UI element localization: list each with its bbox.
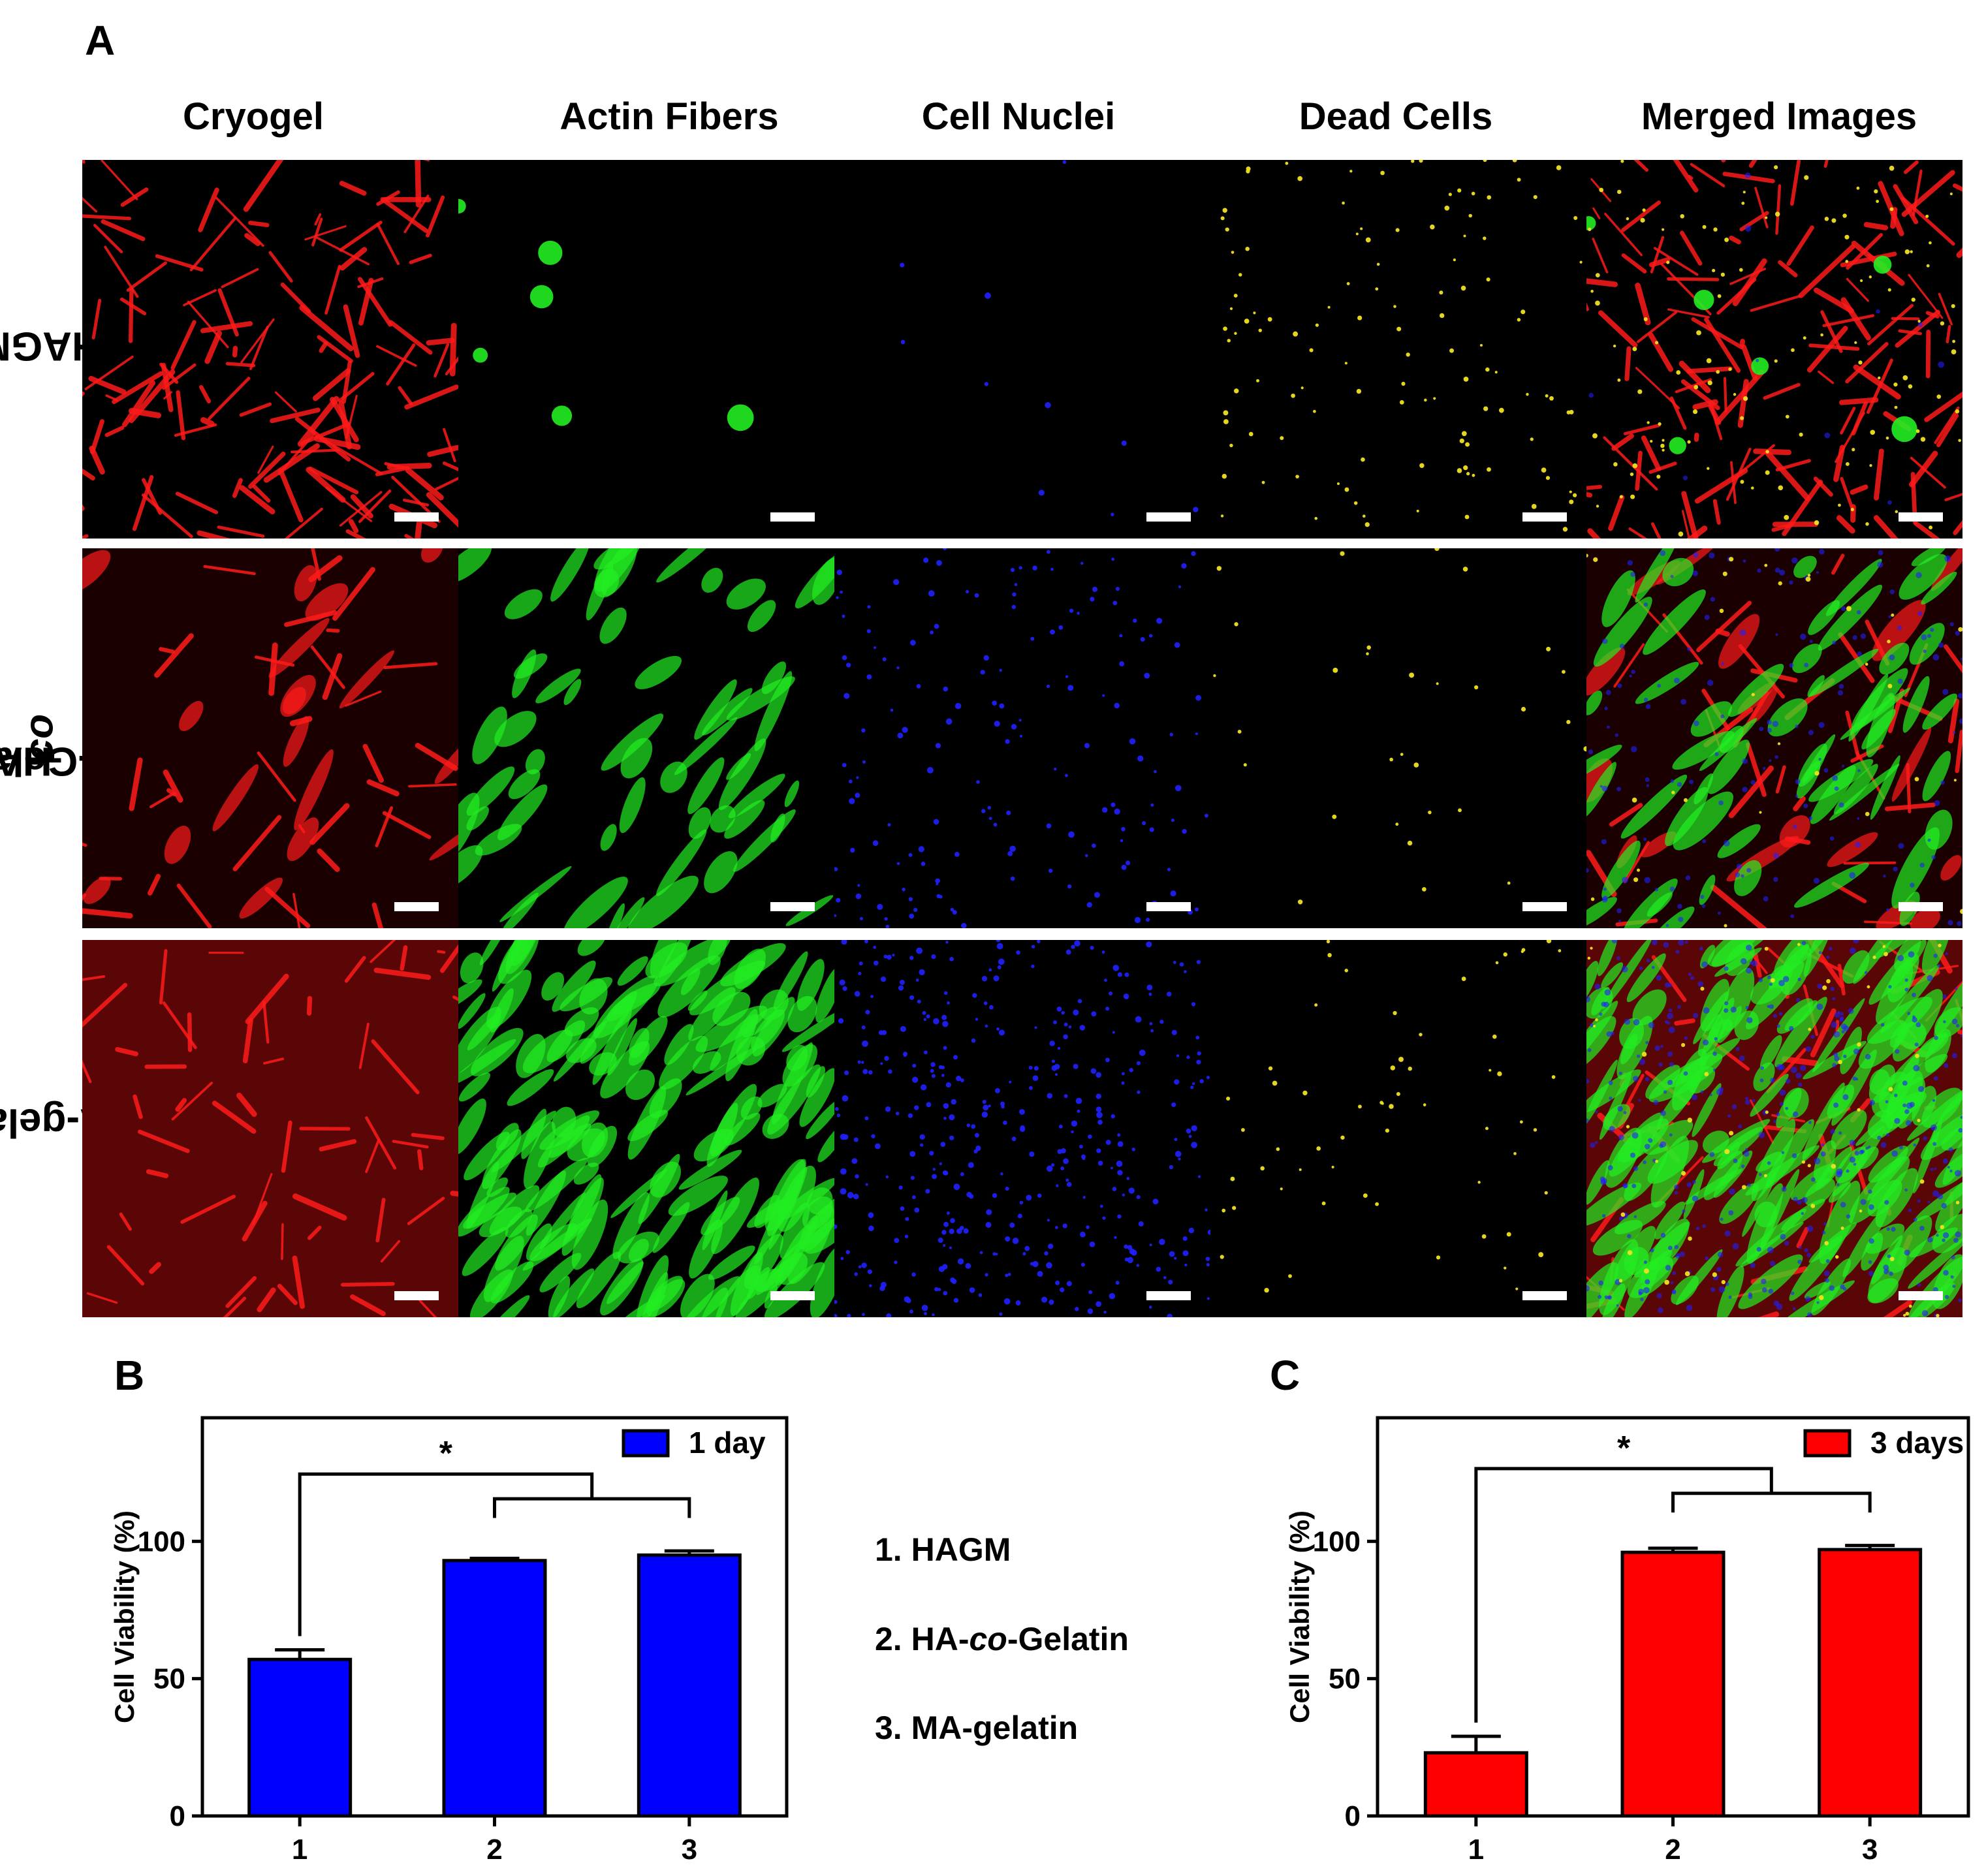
bar-3 [1818, 1548, 1923, 1818]
y-tick-label: 50 [153, 1663, 185, 1695]
scale-bar [1146, 512, 1191, 522]
significance-bracket-inner [1671, 1492, 1872, 1513]
scale-bar [1146, 902, 1191, 911]
bar-2 [442, 1559, 547, 1818]
bar-1 [247, 1657, 353, 1818]
tile-row1-merged [1586, 160, 1962, 539]
column-header-actin-fibers: Actin Fibers [560, 95, 779, 138]
tile-row3-nuclei [834, 940, 1210, 1317]
significance-marker: * [1617, 1430, 1631, 1467]
x-tick-label: 2 [486, 1834, 502, 1866]
column-header-cell-nuclei: Cell Nuclei [921, 95, 1116, 138]
tile-row3-merged [1586, 940, 1962, 1317]
x-tick-label: 3 [682, 1834, 697, 1866]
scale-bar [770, 1291, 815, 1300]
scale-bar [394, 902, 439, 911]
scale-bar [1899, 512, 1943, 522]
significance-bracket-inner [493, 1497, 691, 1518]
y-tick-label: 0 [1345, 1800, 1361, 1832]
tile-row1-actin [458, 160, 834, 539]
tile-row2-dead [1210, 548, 1586, 928]
legend-label: 1 day [689, 1426, 766, 1460]
tile-row3-dead [1210, 940, 1586, 1317]
scale-bar [1899, 902, 1943, 911]
tile-row1-cryogel [82, 160, 458, 539]
y-axis-label: Cell Viability (%) [109, 1510, 140, 1723]
scale-bar [1522, 1291, 1567, 1300]
scale-bar [1522, 902, 1567, 911]
y-axis-label: Cell Viability (%) [1284, 1510, 1315, 1723]
tile-row2-merged [1586, 548, 1962, 928]
legend-swatch [622, 1429, 670, 1458]
scale-bar [1899, 1291, 1943, 1300]
significance-bracket-outer [1474, 1467, 1773, 1723]
key-item-2: 2. HA-co-Gelatin [875, 1621, 1129, 1657]
legend-label: 3 days [1870, 1426, 1964, 1460]
significance-bracket-outer [298, 1472, 594, 1636]
scale-bar [770, 512, 815, 522]
scale-bar [1146, 1291, 1191, 1300]
key-item-3: 3. MA-gelatin [875, 1710, 1079, 1746]
tile-row2-actin [458, 548, 834, 928]
bar-1 [1423, 1751, 1528, 1818]
significance-marker: * [439, 1435, 453, 1473]
y-tick-label: 100 [1313, 1525, 1361, 1557]
x-tick-label: 1 [1468, 1834, 1484, 1866]
bar-3 [637, 1553, 742, 1818]
panel-letter-b: B [114, 1352, 145, 1399]
tile-row2-nuclei [834, 548, 1210, 928]
tile-row3-cryogel [82, 940, 458, 1317]
key-item-1: 1. HAGM [875, 1531, 1011, 1568]
column-header-cryogel: Cryogel [183, 95, 324, 138]
panel-letter-c: C [1270, 1352, 1300, 1399]
scale-bar [394, 1291, 439, 1300]
y-tick-label: 100 [138, 1525, 185, 1557]
column-header-merged-images: Merged Images [1641, 95, 1917, 138]
scale-bar [394, 512, 439, 522]
x-tick-label: 3 [1862, 1834, 1878, 1866]
y-tick-label: 0 [170, 1800, 185, 1832]
tile-row3-actin [458, 940, 834, 1317]
x-tick-label: 1 [292, 1834, 307, 1866]
bar-2 [1620, 1550, 1726, 1818]
scale-bar [1522, 512, 1567, 522]
tile-row2-cryogel [82, 548, 458, 928]
scale-bar [770, 902, 815, 911]
legend-swatch [1803, 1429, 1852, 1458]
x-tick-label: 2 [1665, 1834, 1680, 1866]
tile-row1-nuclei [834, 160, 1210, 539]
tile-row1-dead [1210, 160, 1586, 539]
panel-letter-a: A [85, 17, 116, 64]
y-tick-label: 50 [1329, 1663, 1361, 1695]
column-header-dead-cells: Dead Cells [1299, 95, 1493, 138]
